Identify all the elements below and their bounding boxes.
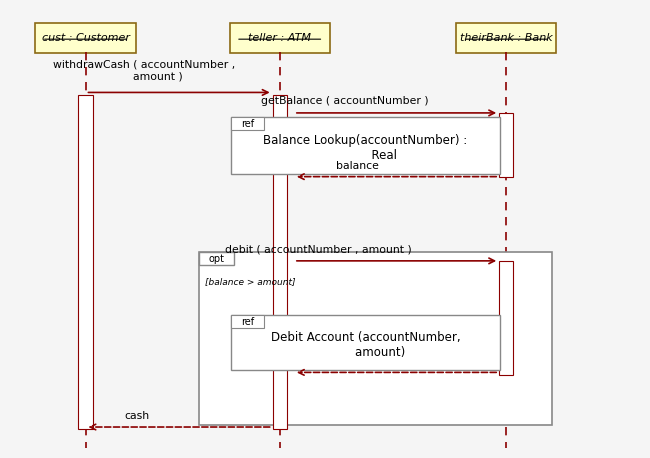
Text: getBalance ( accountNumber ): getBalance ( accountNumber ) (261, 96, 428, 106)
FancyBboxPatch shape (231, 316, 263, 328)
Text: withdrawCash ( accountNumber ,
        amount ): withdrawCash ( accountNumber , amount ) (53, 60, 235, 81)
Text: opt: opt (209, 254, 225, 264)
Text: ref: ref (240, 119, 254, 129)
Text: Debit Account (accountNumber,
        amount): Debit Account (accountNumber, amount) (270, 331, 460, 359)
Text: balance: balance (336, 161, 379, 171)
Text: ref: ref (240, 317, 254, 327)
FancyBboxPatch shape (229, 23, 330, 53)
Text: [balance > amount]: [balance > amount] (205, 277, 296, 286)
FancyBboxPatch shape (231, 117, 263, 130)
FancyBboxPatch shape (199, 252, 235, 266)
FancyBboxPatch shape (499, 113, 514, 177)
FancyBboxPatch shape (231, 316, 500, 370)
Text: Balance Lookup(accountNumber) :
          Real: Balance Lookup(accountNumber) : Real (263, 134, 467, 162)
FancyBboxPatch shape (456, 23, 556, 53)
Text: debit ( accountNumber , amount ): debit ( accountNumber , amount ) (225, 245, 412, 255)
Text: cust : Customer: cust : Customer (42, 33, 129, 43)
FancyBboxPatch shape (499, 261, 514, 375)
FancyBboxPatch shape (79, 95, 93, 429)
FancyBboxPatch shape (199, 252, 552, 425)
Text: cash: cash (125, 411, 150, 421)
FancyBboxPatch shape (35, 23, 136, 53)
FancyBboxPatch shape (231, 117, 500, 174)
Text: theirBank : Bank: theirBank : Bank (460, 33, 552, 43)
FancyBboxPatch shape (272, 95, 287, 429)
Text: teller : ATM: teller : ATM (248, 33, 311, 43)
